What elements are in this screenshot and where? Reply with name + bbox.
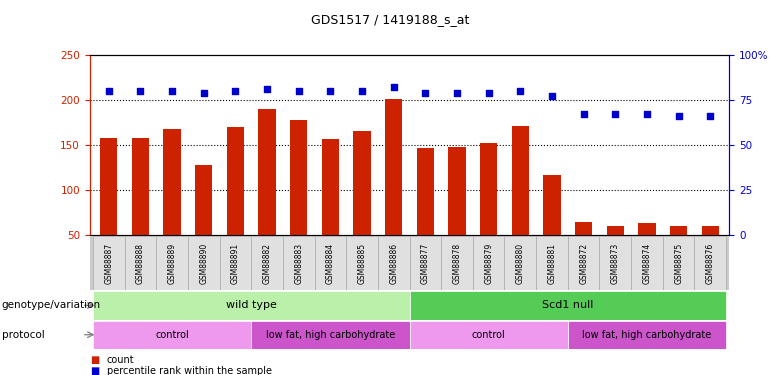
Text: GSM88891: GSM88891 <box>231 243 240 284</box>
Bar <box>512 126 529 235</box>
Bar <box>346 236 378 290</box>
Bar <box>631 236 663 290</box>
Bar <box>100 138 118 235</box>
Text: GSM88877: GSM88877 <box>421 243 430 284</box>
Bar <box>93 321 251 349</box>
Point <box>102 88 115 94</box>
Bar <box>568 321 726 349</box>
Point <box>261 86 273 92</box>
Bar <box>607 226 624 235</box>
Bar <box>132 138 149 235</box>
Bar <box>385 99 402 235</box>
Text: wild type: wild type <box>225 300 277 310</box>
Bar <box>125 236 156 290</box>
Text: GSM88883: GSM88883 <box>294 243 303 284</box>
Point <box>451 90 463 96</box>
Bar <box>251 321 410 349</box>
Point <box>482 90 495 96</box>
Bar <box>410 321 568 349</box>
Bar <box>505 236 536 290</box>
Text: GSM88887: GSM88887 <box>105 243 113 284</box>
Bar <box>568 236 600 290</box>
Text: GSM88886: GSM88886 <box>389 243 398 284</box>
Bar <box>93 291 410 320</box>
Point <box>577 111 590 117</box>
Text: control: control <box>472 330 505 340</box>
Bar <box>544 176 561 235</box>
Text: GSM88881: GSM88881 <box>548 243 556 284</box>
Bar <box>480 143 498 235</box>
Bar <box>156 236 188 290</box>
Text: GSM88888: GSM88888 <box>136 243 145 284</box>
Bar <box>536 236 568 290</box>
Bar <box>227 127 244 235</box>
Text: GSM88878: GSM88878 <box>452 243 462 284</box>
Text: GSM88879: GSM88879 <box>484 243 493 284</box>
Point <box>672 113 685 119</box>
Text: GSM88884: GSM88884 <box>326 243 335 284</box>
Text: GSM88885: GSM88885 <box>357 243 367 284</box>
Bar <box>321 140 339 235</box>
Point <box>704 113 717 119</box>
Text: genotype/variation: genotype/variation <box>2 300 101 310</box>
Text: ■: ■ <box>90 366 99 375</box>
Bar <box>441 236 473 290</box>
Bar <box>410 291 726 320</box>
Bar <box>473 236 505 290</box>
Text: GSM88880: GSM88880 <box>516 243 525 284</box>
Bar <box>575 222 592 235</box>
Point <box>166 88 179 94</box>
Text: GSM88875: GSM88875 <box>674 243 683 284</box>
Text: percentile rank within the sample: percentile rank within the sample <box>107 366 272 375</box>
Bar <box>283 236 314 290</box>
Text: GDS1517 / 1419188_s_at: GDS1517 / 1419188_s_at <box>310 13 470 26</box>
Text: GSM88889: GSM88889 <box>168 243 176 284</box>
Point <box>197 90 210 96</box>
Bar <box>378 236 410 290</box>
Bar <box>195 165 212 235</box>
Point <box>609 111 622 117</box>
Point <box>640 111 653 117</box>
Bar <box>638 223 656 235</box>
Point <box>514 88 526 94</box>
Text: GSM88873: GSM88873 <box>611 243 620 284</box>
Text: GSM88876: GSM88876 <box>706 243 714 284</box>
Bar <box>314 236 346 290</box>
Point <box>134 88 147 94</box>
Text: low fat, high carbohydrate: low fat, high carbohydrate <box>583 330 711 340</box>
Bar <box>290 120 307 235</box>
Text: protocol: protocol <box>2 330 44 340</box>
Point <box>324 88 337 94</box>
Bar <box>219 236 251 290</box>
Text: ■: ■ <box>90 355 99 365</box>
Bar <box>258 109 275 235</box>
Bar <box>417 148 434 235</box>
Bar <box>353 131 370 235</box>
Text: GSM88890: GSM88890 <box>199 243 208 284</box>
Bar <box>670 226 687 235</box>
Point <box>356 88 368 94</box>
Text: control: control <box>155 330 189 340</box>
Bar <box>600 236 631 290</box>
Text: GSM88872: GSM88872 <box>579 243 588 284</box>
Bar <box>663 236 694 290</box>
Bar <box>188 236 219 290</box>
Point <box>388 84 400 90</box>
Point <box>546 93 558 99</box>
Bar <box>93 236 125 290</box>
Bar <box>251 236 283 290</box>
Text: GSM88874: GSM88874 <box>643 243 651 284</box>
Bar <box>163 129 181 235</box>
Bar <box>410 236 441 290</box>
Bar <box>701 226 719 235</box>
Bar <box>694 236 726 290</box>
Text: low fat, high carbohydrate: low fat, high carbohydrate <box>266 330 395 340</box>
Text: GSM88882: GSM88882 <box>263 243 271 284</box>
Text: count: count <box>107 355 134 365</box>
Point <box>292 88 305 94</box>
Bar <box>448 147 466 235</box>
Point <box>229 88 242 94</box>
Point <box>419 90 431 96</box>
Text: Scd1 null: Scd1 null <box>542 300 594 310</box>
